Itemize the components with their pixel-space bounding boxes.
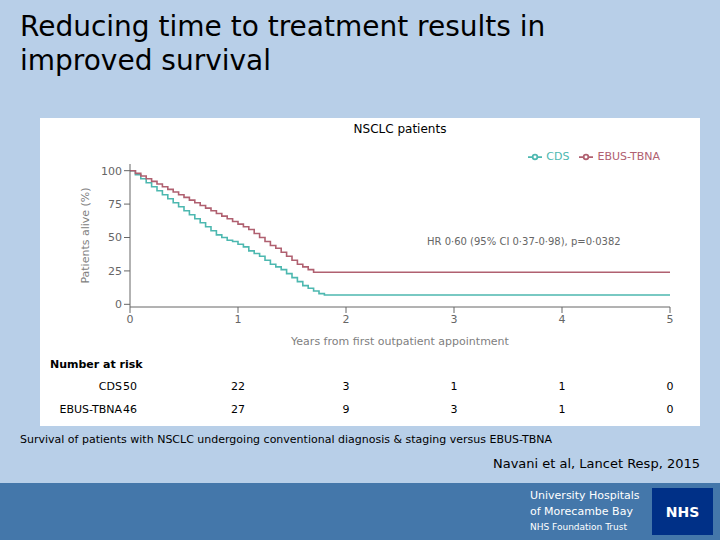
- html-text:EBUS-TBNA: EBUS-TBNA: [597, 150, 660, 163]
- svg-text:Patients alive (%): Patients alive (%): [79, 187, 92, 283]
- html-text:Number at risk: Number at risk: [50, 358, 143, 371]
- svg-text:Years from first outpatient ap: Years from first outpatient appointment: [290, 335, 509, 348]
- html-text:1: 1: [450, 380, 458, 393]
- html-text:HR 0·60 (95% CI 0·37-0·98), p=: HR 0·60 (95% CI 0·37-0·98), p=0·0382: [427, 236, 621, 247]
- svg-text:4: 4: [559, 313, 566, 326]
- svg-text:2: 2: [343, 313, 350, 326]
- html-text:22: 22: [231, 380, 245, 393]
- html-text:University Hospitals: University Hospitals: [530, 489, 640, 502]
- html-text:9: 9: [342, 403, 350, 416]
- svg-text:3: 3: [451, 313, 458, 326]
- svg-text:1: 1: [235, 313, 242, 326]
- html-text:NHS: NHS: [665, 503, 700, 520]
- html-text:1: 1: [558, 380, 566, 393]
- html-text:of Morecambe Bay: of Morecambe Bay: [530, 505, 633, 518]
- html-text:3: 3: [342, 380, 350, 393]
- html-text:NHS Foundation Trust: NHS Foundation Trust: [530, 522, 627, 532]
- html-text:EBUS-TBNA 46: EBUS-TBNA 46: [59, 403, 137, 416]
- html-text:1: 1: [558, 403, 566, 416]
- svg-text:75: 75: [108, 198, 122, 211]
- svg-text:5: 5: [667, 313, 674, 326]
- html-text:NSCLC patients: NSCLC patients: [353, 122, 447, 136]
- svg-text:100: 100: [101, 165, 122, 178]
- html-text:3: 3: [450, 403, 458, 416]
- html-text:0: 0: [666, 380, 674, 393]
- svg-text:0: 0: [127, 313, 134, 326]
- html-text:CDS: CDS: [546, 150, 570, 163]
- html-text:Navani et al, Lancet Resp, 201: Navani et al, Lancet Resp, 2015: [492, 456, 700, 471]
- svg-text:25: 25: [108, 265, 122, 278]
- svg-text:50: 50: [108, 231, 122, 244]
- html-text:27: 27: [231, 403, 245, 416]
- html-text:0: 0: [666, 403, 674, 416]
- svg-text:0: 0: [115, 298, 122, 311]
- html-text:Survival of patients with NSCL: Survival of patients with NSCLC undergoi…: [20, 433, 552, 446]
- html-text:Reducing time to treatment res: Reducing time to treatment results in im…: [20, 10, 546, 77]
- html-text:CDS 50: CDS 50: [98, 380, 137, 393]
